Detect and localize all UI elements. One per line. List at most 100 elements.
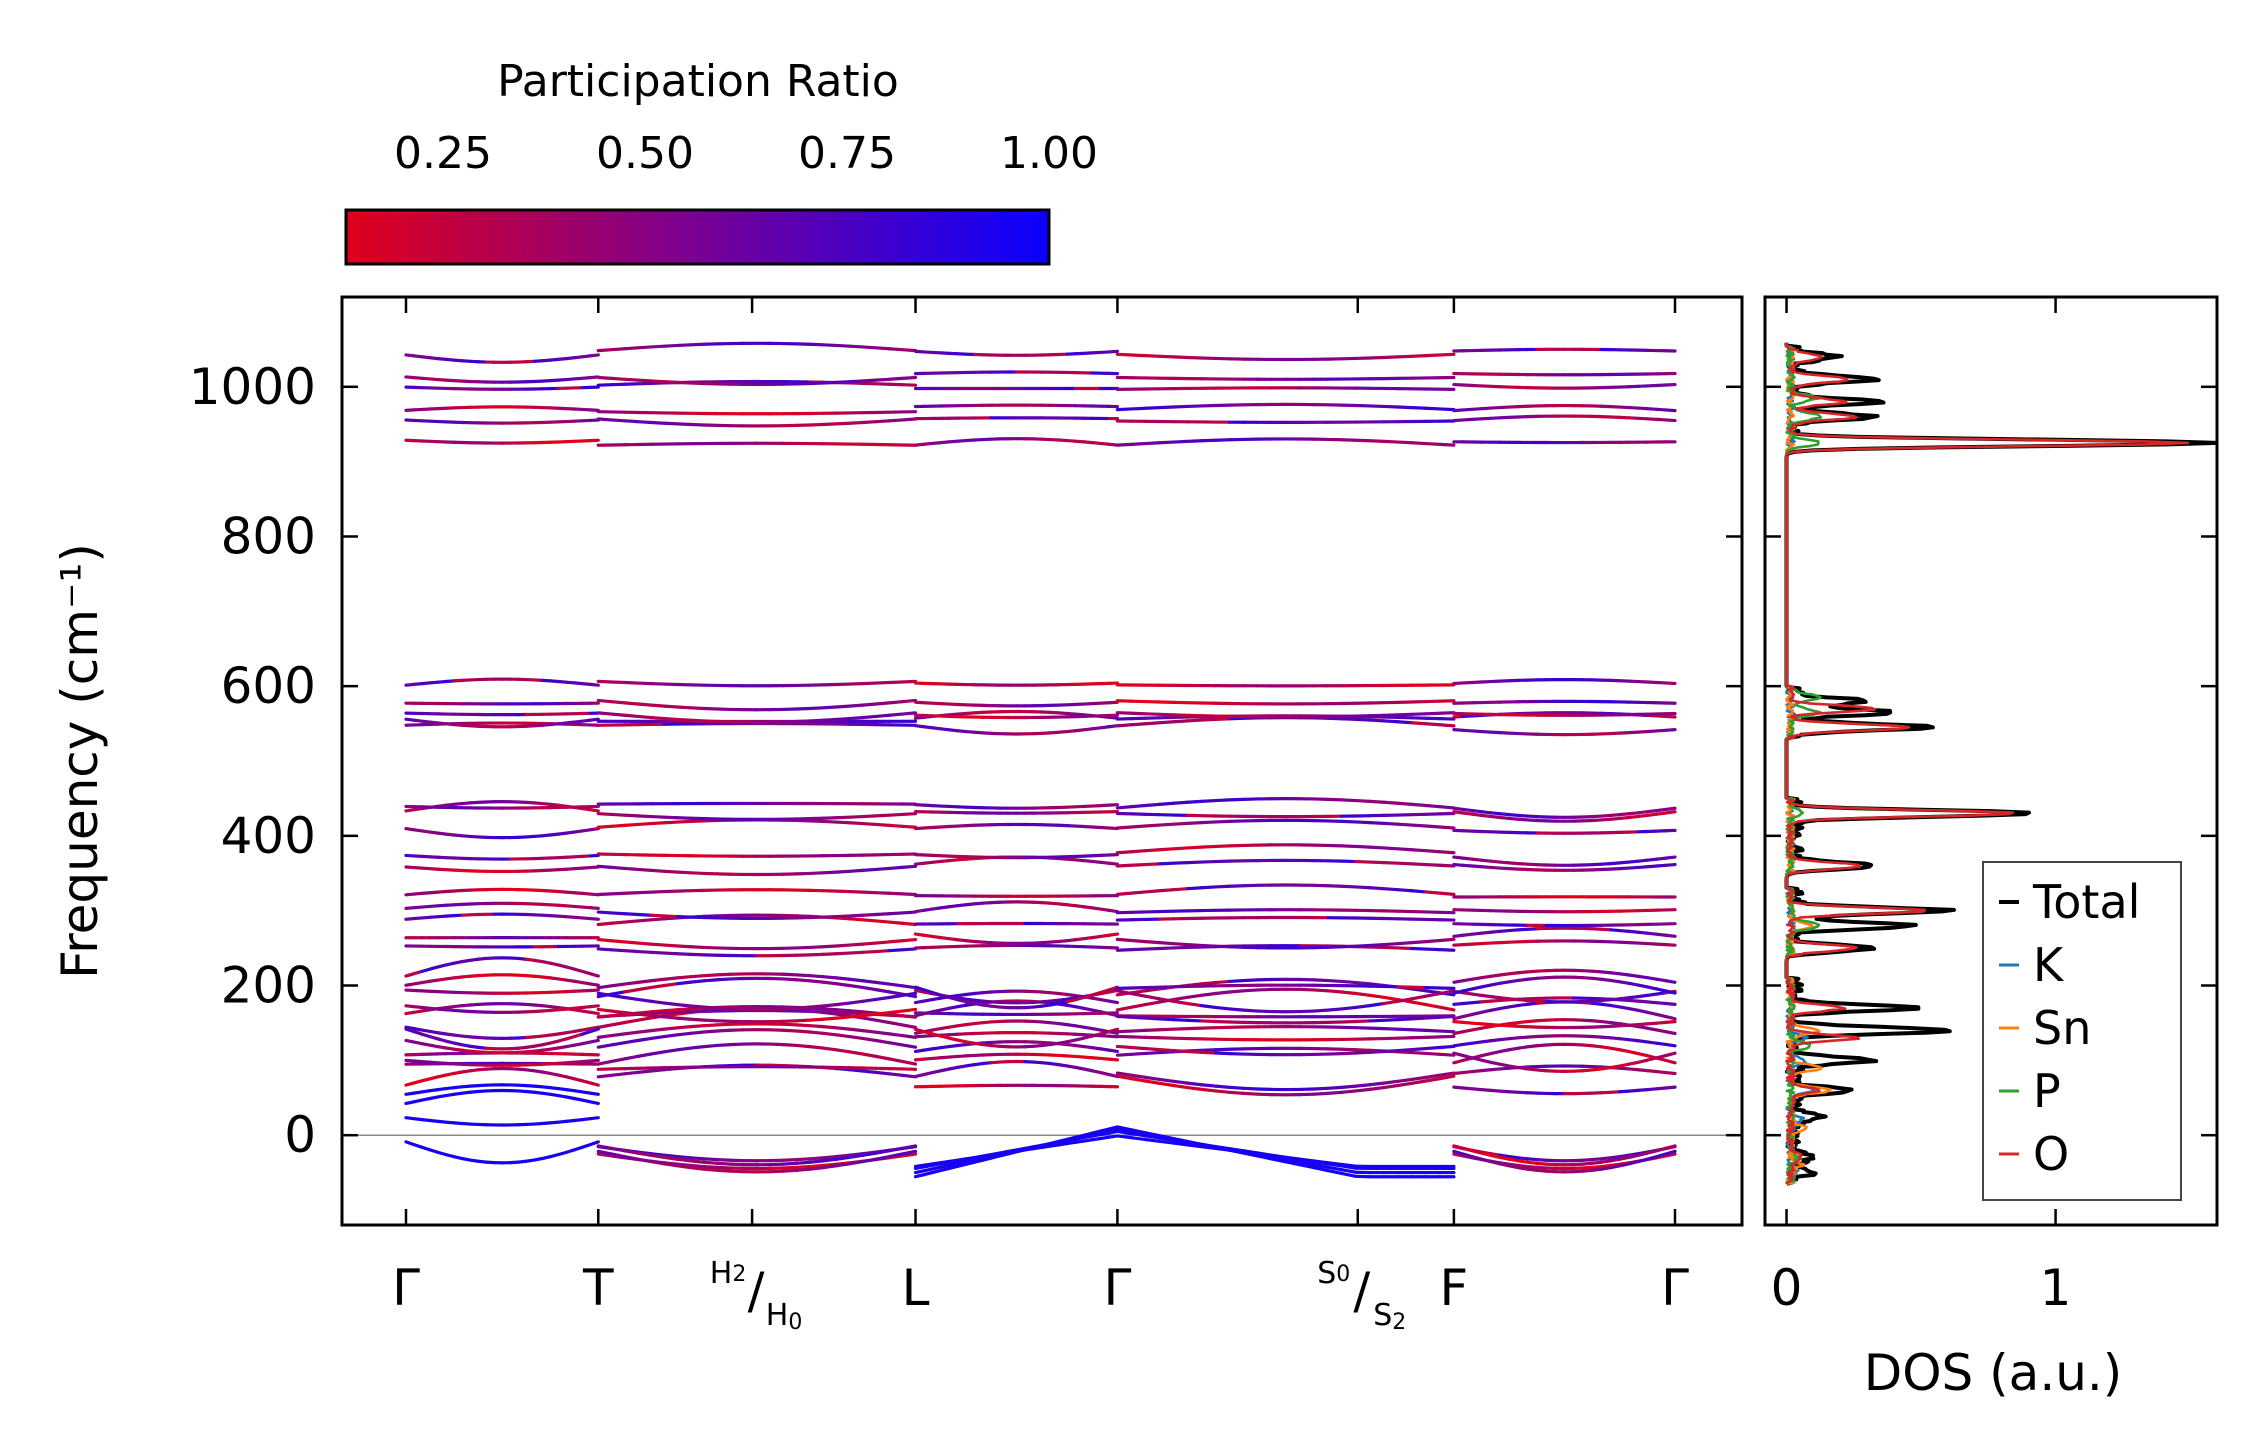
high-symmetry-slash: /: [748, 1262, 765, 1320]
band-segment: [900, 1007, 918, 1013]
band-segment: [1424, 711, 1442, 716]
band-segment: [1270, 1157, 1288, 1164]
band-segment: [874, 713, 891, 719]
band-segment: [1171, 846, 1190, 851]
band-segment: [834, 1015, 852, 1020]
high-symmetry-label: L: [902, 1259, 930, 1317]
band-segment: [847, 950, 865, 955]
band-segment: [1664, 1042, 1677, 1048]
band-segment: [588, 1091, 600, 1096]
band-segment: [649, 942, 666, 947]
band-segment: [609, 680, 627, 685]
band-segment: [1227, 884, 1246, 888]
band-segment: [609, 1072, 627, 1077]
band-segment: [649, 1159, 666, 1166]
band-segment: [861, 949, 878, 954]
band-segment: [1199, 1004, 1218, 1010]
band-segment: [874, 1011, 891, 1016]
band-segment: [636, 420, 653, 425]
band-segment: [1340, 1089, 1358, 1094]
band-segment: [861, 1151, 878, 1157]
band-segment: [649, 917, 666, 922]
band-segment: [662, 869, 680, 874]
band-segment: [1185, 1049, 1204, 1054]
band-segment: [847, 1050, 865, 1056]
band-segment: [662, 914, 680, 919]
high-symmetry-label-top: S0: [1317, 1256, 1350, 1291]
band-segment: [1664, 862, 1677, 867]
band-segment: [861, 985, 878, 992]
y-tick-label: 200: [221, 957, 316, 1015]
band-segment: [808, 1159, 825, 1164]
band-segment: [887, 1013, 904, 1018]
band-segment: [1438, 723, 1456, 728]
band-segment: [623, 822, 640, 827]
band-segment: [1129, 890, 1148, 895]
band-segment: [675, 1016, 693, 1021]
band-segment: [662, 1001, 680, 1007]
band-segment: [1171, 1027, 1190, 1031]
band-segment: [794, 719, 812, 724]
band-segment: [596, 1059, 614, 1066]
band-segment: [1157, 1077, 1176, 1083]
phonon-band: [404, 976, 1677, 1005]
band-segment: [1410, 1016, 1428, 1021]
band-segment: [675, 717, 693, 722]
band-segment: [675, 870, 693, 875]
band-segment: [636, 1052, 653, 1058]
band-segment: [1410, 721, 1428, 726]
band-segment: [1241, 978, 1260, 983]
band-segment: [623, 419, 640, 424]
band-segment: [1312, 978, 1330, 983]
band-segment: [1438, 711, 1456, 715]
band-segment: [887, 1009, 904, 1015]
phonon-band: [404, 973, 1677, 1014]
band-segment: [887, 865, 904, 871]
band-segment: [1129, 1015, 1148, 1020]
band-segment: [1171, 860, 1190, 865]
band-segment: [1382, 821, 1400, 826]
band-segment: [1143, 1016, 1162, 1021]
colorbar-tick-label: 1.00: [1000, 128, 1098, 179]
band-segment: [874, 377, 891, 382]
band-segment: [1410, 823, 1428, 828]
band-segment: [1410, 1075, 1428, 1081]
band-segment: [847, 977, 865, 983]
band-segment: [1171, 942, 1190, 947]
band-segment: [715, 1022, 733, 1027]
band-segment: [1664, 979, 1677, 984]
band-segment: [649, 1152, 666, 1157]
band-segment: [1171, 999, 1190, 1006]
band-segment: [1143, 721, 1162, 726]
legend-label-k: K: [2033, 938, 2065, 992]
band-segment: [1438, 863, 1456, 868]
band-segment: [874, 1054, 891, 1061]
band-segment: [596, 1144, 614, 1150]
band-segment: [1115, 937, 1134, 943]
band-segment: [1157, 1027, 1176, 1032]
band-segment: [675, 944, 693, 949]
band-segment: [675, 1010, 693, 1014]
band-segment: [1354, 1087, 1372, 1093]
band-segment: [847, 1009, 865, 1014]
band-segment: [1368, 886, 1386, 891]
band-segment: [887, 376, 904, 381]
band-segment: [1171, 1079, 1190, 1085]
band-segment: [1664, 989, 1677, 995]
band-segment: [1368, 439, 1386, 443]
band-segment: [623, 1011, 640, 1016]
band-segment: [1143, 994, 1162, 1001]
band-segment: [874, 1070, 891, 1076]
band-segment: [596, 711, 614, 716]
band-segment: [808, 706, 825, 711]
band-segment: [662, 704, 680, 709]
dos-x-tick-label: 0: [1771, 1259, 1803, 1317]
band-segment: [1368, 1001, 1386, 1008]
band-segment: [609, 347, 627, 352]
band-segment: [1129, 1051, 1148, 1056]
legend-label-p: P: [2033, 1064, 2061, 1118]
band-segment: [1382, 404, 1400, 409]
band-segment: [1129, 1002, 1148, 1009]
band-segment: [1664, 855, 1677, 860]
band-segment: [623, 912, 640, 917]
